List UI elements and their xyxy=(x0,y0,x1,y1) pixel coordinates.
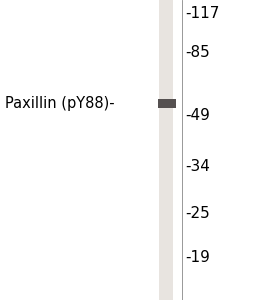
Text: -117: -117 xyxy=(185,6,219,21)
Bar xyxy=(159,0,174,300)
Bar xyxy=(158,99,176,108)
Text: -85: -85 xyxy=(185,45,210,60)
Text: Paxillin (pY88)-: Paxillin (pY88)- xyxy=(5,96,115,111)
Text: -19: -19 xyxy=(185,250,210,266)
Text: -49: -49 xyxy=(185,108,210,123)
Text: -34: -34 xyxy=(185,159,210,174)
Text: -25: -25 xyxy=(185,206,210,220)
